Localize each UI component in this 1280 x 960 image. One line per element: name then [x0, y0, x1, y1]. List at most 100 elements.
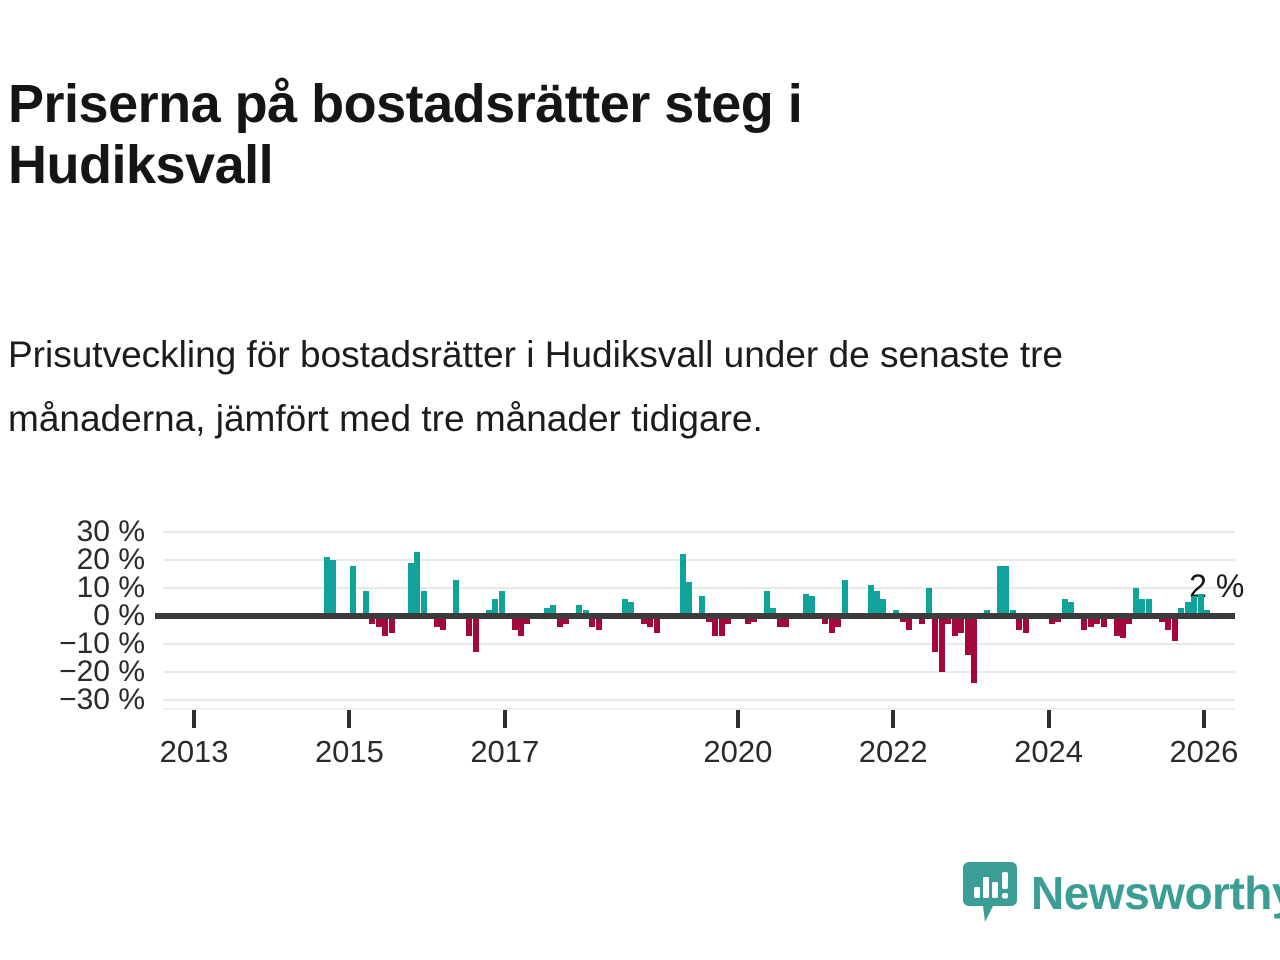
bar	[932, 616, 939, 653]
bar	[1113, 616, 1120, 636]
gridline	[163, 587, 1235, 589]
bar	[1139, 599, 1146, 616]
bar	[563, 616, 570, 625]
bar	[1016, 616, 1023, 630]
bar	[362, 590, 369, 616]
bar	[414, 551, 421, 616]
bar-chart-speech-bubble-icon	[963, 862, 1017, 924]
x-axis-tick-label: 2026	[1169, 734, 1239, 769]
bar	[1100, 616, 1107, 628]
x-axis-tick	[735, 710, 740, 728]
bar	[453, 579, 460, 616]
x-axis-tick-label: 2015	[314, 734, 384, 769]
zero-axis-line	[155, 613, 1235, 619]
bar	[770, 607, 777, 616]
x-axis-tick-label: 2017	[470, 734, 540, 769]
bar	[1003, 565, 1010, 616]
bar	[1087, 616, 1094, 628]
bar	[725, 616, 732, 625]
y-axis-tick-label: 10 %	[76, 571, 145, 604]
bar	[1048, 616, 1055, 625]
bar	[997, 565, 1003, 616]
bar	[640, 616, 647, 625]
bar	[919, 616, 926, 625]
bar	[550, 604, 557, 616]
bar	[511, 616, 518, 630]
bar	[388, 616, 395, 633]
bar	[1068, 602, 1075, 616]
bar	[1165, 616, 1172, 630]
bar	[1178, 607, 1185, 616]
bar	[1022, 616, 1029, 633]
bar	[647, 616, 654, 628]
bar	[1184, 602, 1191, 616]
bar	[874, 590, 881, 616]
bar	[763, 590, 770, 616]
bar	[906, 616, 913, 630]
bar	[776, 616, 783, 628]
bar	[867, 585, 874, 616]
bar	[809, 596, 816, 616]
page-subtitle: Prisutveckling för bostadsrätter i Hudik…	[8, 334, 1064, 439]
bar	[420, 590, 427, 616]
bar	[1094, 616, 1101, 625]
y-axis-labels: 30 % 20 % 10 % 0 % −10 % −20 % −30 %	[0, 512, 163, 716]
y-axis-tick-label: 0 %	[93, 599, 145, 632]
bar	[686, 582, 693, 616]
bar	[517, 616, 524, 636]
bar	[938, 616, 945, 672]
x-axis-tick	[192, 710, 197, 728]
bar	[407, 562, 414, 616]
bar	[1145, 599, 1152, 616]
bar	[951, 616, 958, 636]
bar	[945, 616, 952, 625]
bar	[653, 616, 660, 633]
bar	[699, 596, 706, 616]
bar	[375, 616, 382, 628]
bar	[382, 616, 389, 636]
bar	[576, 604, 583, 616]
page-title: Priserna på bostadsrätter steg i Hudiksv…	[8, 74, 803, 195]
bar	[466, 616, 473, 636]
bar	[556, 616, 563, 628]
x-axis-tick	[502, 710, 507, 728]
y-axis-tick-label: −20 %	[59, 655, 145, 688]
bar	[595, 616, 602, 630]
bar	[718, 616, 725, 636]
bar	[1171, 616, 1178, 642]
bar	[841, 579, 848, 616]
bar	[440, 616, 447, 630]
bar	[1126, 616, 1133, 625]
bar	[349, 565, 356, 616]
bar	[628, 602, 635, 616]
y-axis-tick-label: −30 %	[59, 683, 145, 716]
bar	[744, 616, 751, 625]
bar	[822, 616, 829, 625]
bar	[498, 590, 505, 616]
bar	[492, 599, 499, 616]
bar	[679, 554, 686, 616]
bar	[925, 588, 932, 616]
x-axis-tick-label: 2024	[1014, 734, 1084, 769]
x-axis-line	[163, 708, 1235, 710]
bar	[621, 599, 628, 616]
bar	[524, 616, 531, 625]
bar	[783, 616, 790, 628]
bar	[828, 616, 835, 633]
newsworthy-logo: Newsworthy	[963, 862, 1280, 924]
y-axis-tick-label: −10 %	[59, 627, 145, 660]
x-axis-tick	[1201, 710, 1206, 728]
bar	[589, 616, 596, 628]
x-axis-tick-label: 2022	[858, 734, 928, 769]
bar	[1061, 599, 1068, 616]
bar	[433, 616, 440, 628]
x-axis-tick-label: 2020	[703, 734, 773, 769]
bar	[880, 599, 887, 616]
logo-wordmark: Newsworthy	[1031, 867, 1280, 919]
bar	[964, 616, 971, 656]
bar	[1132, 588, 1139, 616]
bar-chart: 30 % 20 % 10 % 0 % −10 % −20 % −30 % 2 % 2013 20…	[0, 512, 1280, 770]
gridline	[163, 643, 1235, 645]
gridline	[163, 531, 1235, 533]
bar	[835, 616, 842, 628]
